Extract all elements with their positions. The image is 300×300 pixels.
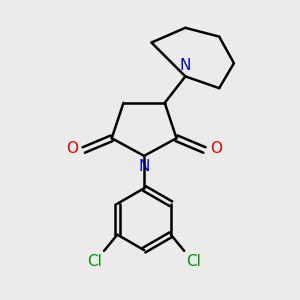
- Text: Cl: Cl: [87, 254, 102, 269]
- Text: O: O: [210, 141, 222, 156]
- Text: N: N: [180, 58, 191, 74]
- Text: O: O: [66, 141, 78, 156]
- Text: N: N: [138, 159, 150, 174]
- Text: Cl: Cl: [187, 254, 201, 269]
